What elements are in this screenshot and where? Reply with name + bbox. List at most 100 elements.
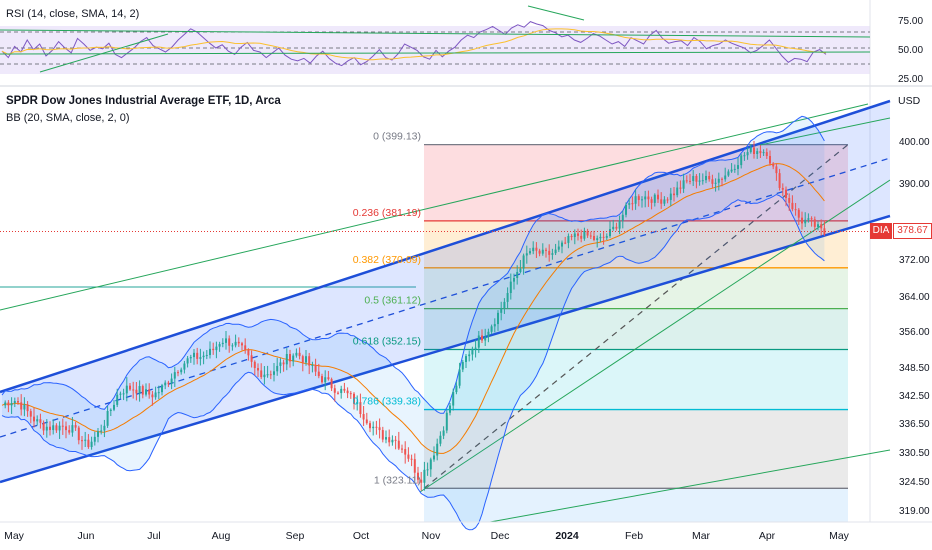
last-price-value: 378.67 <box>893 223 932 239</box>
candle-body <box>132 389 135 391</box>
candle-body <box>218 344 221 347</box>
candle-body <box>77 427 80 441</box>
candle-body <box>4 402 7 406</box>
rsi-axis-tick: 50.00 <box>898 45 923 56</box>
candle-body <box>68 430 71 433</box>
candle-body <box>13 401 16 404</box>
candle-body <box>442 430 445 436</box>
candle-body <box>791 202 794 210</box>
candle-body <box>362 414 365 420</box>
rsi-trend-line <box>39 33 169 73</box>
candle-body <box>333 388 336 393</box>
candle-body <box>266 374 269 376</box>
candle-body <box>817 224 819 227</box>
time-axis-tick: Sep <box>286 530 305 542</box>
candle-body <box>465 356 467 363</box>
candle-body <box>500 308 503 313</box>
candle-body <box>375 426 378 428</box>
candle-body <box>663 199 666 204</box>
candle-body <box>570 236 573 238</box>
candle-body <box>426 469 429 471</box>
candle-body <box>721 178 723 180</box>
candle-body <box>29 411 32 417</box>
candle-body <box>516 271 519 278</box>
candle-body <box>785 189 787 199</box>
candle-body <box>269 374 272 376</box>
candle-body <box>545 249 547 251</box>
candle-body <box>490 326 493 332</box>
candle-body <box>404 449 407 455</box>
candle-body <box>522 255 525 269</box>
time-axis-tick: Jun <box>78 530 95 542</box>
fib-level-label: 0.786 (339.38) <box>353 396 421 408</box>
candle-body <box>564 242 567 244</box>
candle-body <box>580 235 583 239</box>
price-axis-tick: 319.00 <box>899 506 930 517</box>
candle-body <box>701 180 704 182</box>
candle-body <box>74 425 77 428</box>
time-axis-tick: 2024 <box>555 530 579 542</box>
candle-body <box>637 196 640 200</box>
candle-body <box>762 152 765 154</box>
candle-body <box>225 338 227 343</box>
candle-body <box>772 163 775 167</box>
candle-body <box>103 425 106 431</box>
candle-body <box>567 236 570 243</box>
candle-body <box>439 435 442 444</box>
candle-body <box>26 404 29 412</box>
candle-body <box>388 437 391 443</box>
channel-fill <box>0 101 890 482</box>
candle-body <box>71 425 74 433</box>
candle-body <box>199 357 202 359</box>
candle-body <box>116 394 119 405</box>
candle-body <box>730 169 733 172</box>
candle-body <box>378 427 381 431</box>
price-axis[interactable]: 400.00390.00380.00372.00364.00356.00348.… <box>899 137 930 517</box>
candle-body <box>285 353 288 365</box>
candle-body <box>186 358 189 364</box>
trend-line <box>419 179 891 493</box>
candle-body <box>327 377 330 380</box>
candle-body <box>666 199 669 201</box>
candle-body <box>129 385 131 390</box>
candle-body <box>97 431 99 437</box>
candle-body <box>253 361 256 369</box>
fib-level-label: 0.236 (381.19) <box>353 207 421 219</box>
candle-body <box>346 390 349 394</box>
candle-body <box>797 209 800 218</box>
candles <box>0 141 870 491</box>
candle-body <box>295 352 298 356</box>
time-axis-tick: Nov <box>422 530 441 542</box>
candle-body <box>813 219 816 227</box>
candle-body <box>769 155 771 164</box>
currency-label[interactable]: USD <box>898 95 921 107</box>
candle-body <box>621 214 624 221</box>
candle-body <box>657 194 659 200</box>
candle-body <box>196 352 199 359</box>
candle-body <box>413 459 416 473</box>
candle-body <box>244 345 247 350</box>
candle-body <box>212 348 215 351</box>
fib-labels: 0 (399.13) 0.236 (381.19) 0.382 (370.09) 0.… <box>353 131 421 487</box>
fibonacci-retracement[interactable] <box>0 144 849 522</box>
candle-body <box>381 430 384 440</box>
candle-body <box>93 436 96 442</box>
fib-level-label: 1 (323.11) <box>374 474 421 486</box>
bb-upper <box>1 115 825 414</box>
last-price-tag: DIA 378.67 <box>870 223 932 239</box>
candle-body <box>145 389 147 395</box>
candle-body <box>193 352 195 358</box>
candle-body <box>586 230 589 236</box>
candle-body <box>321 376 323 383</box>
candle-body <box>506 293 509 302</box>
trend-line <box>0 103 869 311</box>
time-axis[interactable]: May Jun Jul Aug Sep Oct Nov Dec 2024 Feb Mar Apr May <box>0 521 932 542</box>
candle-body <box>781 187 784 190</box>
candle-body <box>228 338 231 346</box>
time-axis-tick: Feb <box>625 530 643 542</box>
candle-body <box>810 218 813 220</box>
candle-body <box>705 175 707 181</box>
candle-body <box>247 349 250 356</box>
candle-body <box>237 341 240 344</box>
